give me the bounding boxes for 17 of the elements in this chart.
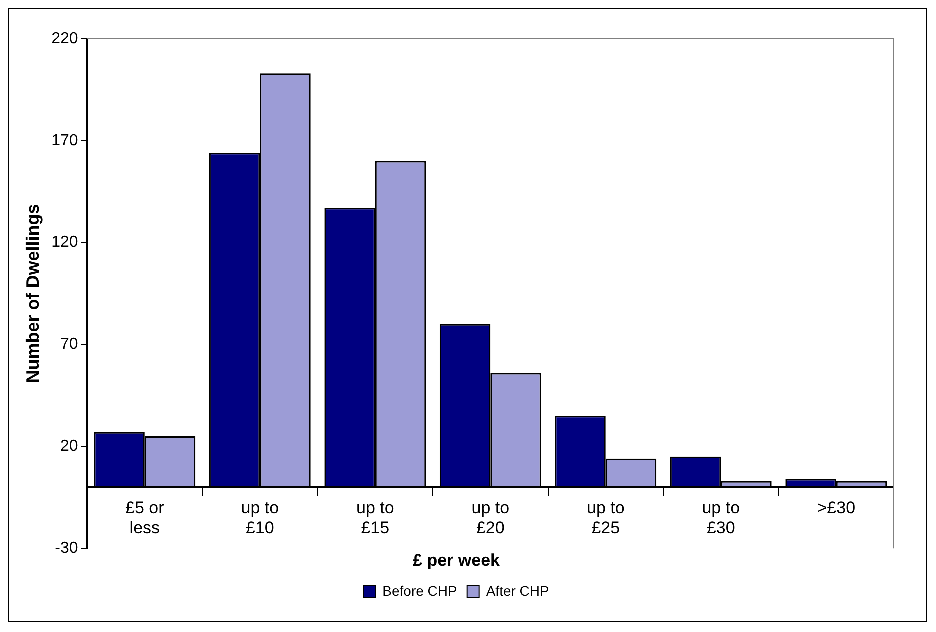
y-tick-label: 120 [52,234,78,252]
x-axis-title: £ per week [413,550,501,570]
y-axis-title: Number of Dwellings [22,204,43,384]
y-tick-label: 220 [52,30,78,48]
x-tick-label: up to £20 [472,498,510,538]
x-tick-label: up to £10 [241,498,280,538]
x-tick-label: >£30 [817,498,856,518]
y-tick-label: 20 [60,438,78,456]
x-tick-label: up to £15 [356,498,394,538]
y-tick-label: 170 [52,132,78,150]
y-tick-label: 70 [60,336,78,354]
legend-label: After CHP [486,582,550,599]
x-tick-label: up to £25 [586,498,625,538]
x-tick-label: up to £30 [702,498,740,538]
legend-label: Before CHP [382,582,458,599]
y-tick-label: -30 [55,540,78,558]
x-tick-label: £5 or less [126,498,165,538]
